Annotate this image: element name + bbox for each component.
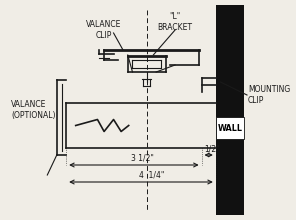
Text: MOUNTING
CLIP: MOUNTING CLIP [248,85,290,105]
Text: 3 1/2": 3 1/2" [131,153,153,162]
Text: VALANCE
CLIP: VALANCE CLIP [86,20,122,40]
FancyBboxPatch shape [216,117,244,139]
Bar [216,5,244,215]
Text: 4  1/4": 4 1/4" [139,170,164,179]
Text: "L"
BRACKET: "L" BRACKET [157,12,193,32]
Text: VALANCE
(OPTIONAL): VALANCE (OPTIONAL) [11,100,56,120]
Text: 1/2": 1/2" [204,144,220,153]
Text: WALL: WALL [218,123,242,132]
